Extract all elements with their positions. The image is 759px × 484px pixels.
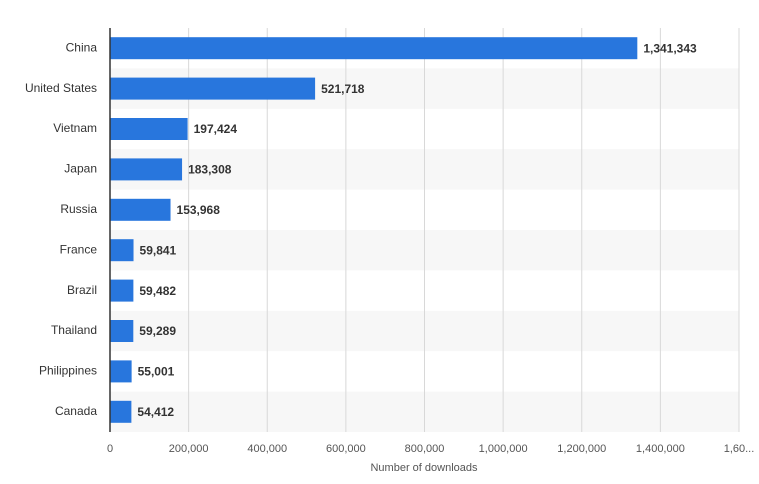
y-tick-label: China	[66, 40, 98, 54]
value-label: 521,718	[321, 82, 365, 96]
bar	[110, 198, 171, 221]
value-label: 183,308	[188, 163, 232, 177]
y-tick-label: Vietnam	[53, 121, 97, 135]
bar	[110, 158, 183, 181]
value-label: 55,001	[138, 365, 175, 379]
value-label: 54,412	[137, 405, 174, 419]
x-tick-label: 1,000,000	[479, 443, 528, 455]
x-tick-label: 1,60...	[724, 443, 755, 455]
y-tick-label: Philippines	[39, 364, 97, 378]
bar	[110, 37, 638, 60]
value-label: 59,482	[139, 284, 176, 298]
x-tick-label: 1,400,000	[636, 443, 685, 455]
x-tick-label: 1,200,000	[557, 443, 606, 455]
y-tick-label: France	[60, 242, 98, 256]
bar	[110, 320, 134, 342]
x-tick-label: 600,000	[326, 443, 366, 455]
bar	[110, 400, 132, 423]
x-tick-label: 400,000	[247, 443, 287, 455]
y-tick-label: Russia	[60, 202, 97, 216]
y-tick-label: Japan	[64, 162, 97, 176]
value-label: 59,841	[140, 243, 177, 257]
value-label: 197,424	[194, 122, 238, 136]
value-label: 153,968	[177, 203, 221, 217]
bar	[110, 239, 134, 262]
x-tick-label: 200,000	[169, 443, 209, 455]
bar	[110, 279, 134, 302]
y-tick-label: Canada	[55, 404, 97, 418]
bar	[110, 118, 188, 140]
value-label: 59,289	[139, 324, 176, 338]
x-axis-label: Number of downloads	[370, 462, 478, 474]
y-tick-label: United States	[25, 81, 97, 95]
y-tick-label: Thailand	[51, 323, 97, 337]
x-tick-label: 0	[107, 443, 113, 455]
grid	[109, 28, 740, 432]
value-label: 1,341,343	[643, 41, 697, 55]
bar	[110, 360, 132, 383]
bar	[110, 77, 316, 100]
x-tick-label: 800,000	[405, 443, 445, 455]
y-tick-label: Brazil	[67, 283, 97, 297]
